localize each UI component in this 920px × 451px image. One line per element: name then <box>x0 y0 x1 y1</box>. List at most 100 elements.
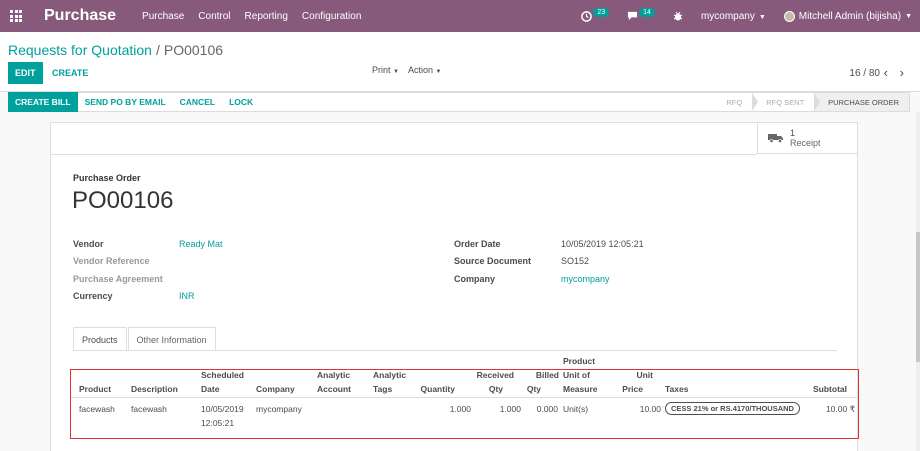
col-analytic-tags-header-2: Tags <box>373 384 393 394</box>
col-product-header: Product <box>79 384 112 394</box>
col-taxes-header: Taxes <box>665 384 689 394</box>
tabs-divider <box>73 350 837 351</box>
order-lines-highlight <box>70 369 859 439</box>
vendor-reference-label: Vendor Reference <box>73 256 150 266</box>
cancel-button[interactable]: CANCEL <box>179 97 216 107</box>
receipt-label: Receipt <box>790 138 821 148</box>
apps-menu-icon[interactable] <box>2 0 30 32</box>
action-label: Action <box>408 65 434 75</box>
table-header-divider <box>71 397 858 398</box>
col-analytic-account-header-1: Analytic <box>317 370 351 380</box>
cell-billed[interactable]: 0.000 <box>536 404 558 414</box>
action-dropdown[interactable]: Action ▼ <box>408 65 441 75</box>
menu-configuration[interactable]: Configuration <box>301 10 362 22</box>
tax-tag[interactable]: CESS 21% or RS.4170/THOUSAND <box>665 402 800 415</box>
pager-previous-icon[interactable]: ‹ <box>883 65 888 80</box>
col-billed-header-1: Billed <box>535 370 559 380</box>
col-description-header: Description <box>131 384 178 394</box>
top-navbar: Purchase Purchase Control Reporting Conf… <box>0 0 920 32</box>
company-switcher[interactable]: mycompany ▼ <box>701 11 766 22</box>
form-sheet: 1 Receipt Purchase Order PO00106 Vendor … <box>50 122 859 451</box>
col-analytic-tags-header-1: Analytic <box>373 370 407 380</box>
print-label: Print <box>372 65 391 75</box>
chat-icon <box>628 11 638 21</box>
create-button[interactable]: CREATE <box>52 68 89 78</box>
print-dropdown[interactable]: Print ▼ <box>372 65 399 75</box>
tab-products[interactable]: Products <box>73 327 127 351</box>
col-scheduled-header-2: Date <box>201 384 220 394</box>
receipt-count: 1 <box>790 128 796 138</box>
scrollbar-thumb[interactable] <box>916 232 920 362</box>
truck-icon <box>768 134 783 143</box>
col-analytic-account-header-2: Account <box>317 384 351 394</box>
activity-badge: 23 <box>593 7 610 17</box>
send-po-email-button[interactable]: SEND PO BY EMAIL <box>84 97 166 107</box>
caret-down-icon: ▼ <box>435 69 442 75</box>
cell-description[interactable]: facewash <box>131 404 167 414</box>
pager-value[interactable]: 16 / 80 <box>849 68 880 79</box>
col-subtotal-header: Subtotal <box>813 384 847 394</box>
cell-date-2[interactable]: 12:05:21 <box>201 418 235 428</box>
document-name: PO00106 <box>72 187 174 214</box>
order-date-label: Order Date <box>454 239 501 249</box>
messages-button[interactable]: 14 <box>627 7 655 21</box>
col-billed-header-2: Qty <box>526 384 541 394</box>
cell-uom[interactable]: Unit(s) <box>563 404 589 414</box>
caret-down-icon: ▼ <box>758 13 766 21</box>
col-received-header-1: Received <box>476 370 514 380</box>
company-value[interactable]: mycompany <box>561 274 610 284</box>
user-menu[interactable]: Mitchell Admin (bijisha) ▼ <box>783 10 912 22</box>
cell-price[interactable]: 10.00 <box>639 404 661 414</box>
document-type-label: Purchase Order <box>73 173 141 183</box>
stage-purchase-order: PURCHASE ORDER <box>814 93 909 111</box>
caret-down-icon: ▼ <box>393 69 399 75</box>
cell-quantity[interactable]: 1.000 <box>449 404 471 414</box>
activity-button[interactable]: 23 <box>581 7 610 22</box>
source-document-label: Source Document <box>454 256 532 266</box>
company-name: mycompany <box>700 10 755 22</box>
tab-other-information[interactable]: Other Information <box>127 327 216 351</box>
breadcrumb-parent[interactable]: Requests for Quotation <box>8 42 152 58</box>
col-uom-header-1: Product <box>563 356 596 366</box>
avatar <box>783 10 795 22</box>
purchase-agreement-label: Purchase Agreement <box>73 274 163 284</box>
col-scheduled-header-1: Scheduled <box>201 370 244 380</box>
bug-icon <box>673 11 683 21</box>
notebook-tabs: Products Other Information <box>73 327 217 351</box>
vertical-scrollbar[interactable] <box>916 112 920 451</box>
debug-button[interactable] <box>673 11 683 21</box>
divider <box>51 154 757 155</box>
stage-rfq[interactable]: RFQ <box>712 93 759 111</box>
menu-reporting[interactable]: Reporting <box>244 10 288 22</box>
menu-control[interactable]: Control <box>198 10 231 22</box>
clock-icon <box>581 10 593 22</box>
app-brand: Purchase <box>44 7 117 24</box>
cell-received[interactable]: 1.000 <box>499 404 521 414</box>
vendor-label: Vendor <box>73 239 104 249</box>
breadcrumb-current: PO00106 <box>163 42 224 58</box>
user-name: Mitchell Admin (bijisha) <box>798 10 902 22</box>
col-uom-header-3: Measure <box>563 384 598 394</box>
cell-product[interactable]: facewash <box>79 404 115 414</box>
currency-value[interactable]: INR <box>179 291 195 301</box>
col-quantity-header: Quantity <box>420 384 455 394</box>
col-price-header-1: Unit <box>636 370 653 380</box>
messages-badge: 14 <box>639 7 655 17</box>
stage-rfq-sent[interactable]: RFQ SENT <box>752 93 821 111</box>
col-received-header-2: Qty <box>488 384 503 394</box>
breadcrumb-separator: / <box>155 42 160 58</box>
vendor-value[interactable]: Ready Mat <box>179 239 223 249</box>
lock-button[interactable]: LOCK <box>229 97 254 107</box>
breadcrumb: Requests for Quotation / PO00106 <box>8 42 223 58</box>
source-document-value: SO152 <box>561 256 590 266</box>
stage-indicator: RFQ RFQ SENT PURCHASE ORDER <box>712 93 909 111</box>
pager-next-icon[interactable]: › <box>899 65 904 80</box>
create-bill-button[interactable]: CREATE BILL <box>8 92 78 112</box>
company-label: Company <box>454 274 496 284</box>
caret-down-icon: ▼ <box>905 12 912 20</box>
receipt-smart-button[interactable]: 1 Receipt <box>757 123 857 154</box>
cell-date-1[interactable]: 10/05/2019 <box>201 404 244 414</box>
cell-company[interactable]: mycompany <box>256 404 302 414</box>
edit-button[interactable]: EDIT <box>8 62 43 84</box>
menu-purchase[interactable]: Purchase <box>142 10 185 22</box>
